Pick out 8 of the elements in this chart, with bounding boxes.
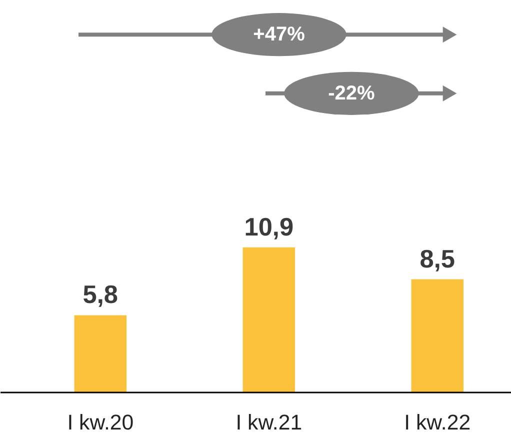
x-tick-label: I kw.21 (236, 410, 302, 434)
data-label: 8,5 (420, 245, 455, 274)
data-label: 5,8 (82, 281, 118, 310)
text: -22% (328, 82, 376, 104)
text: +47% (253, 24, 306, 46)
x-tick-label: I kw.22 (404, 410, 471, 434)
data-label: 10,9 (244, 213, 294, 242)
x-tick-label: I kw.20 (67, 410, 134, 434)
